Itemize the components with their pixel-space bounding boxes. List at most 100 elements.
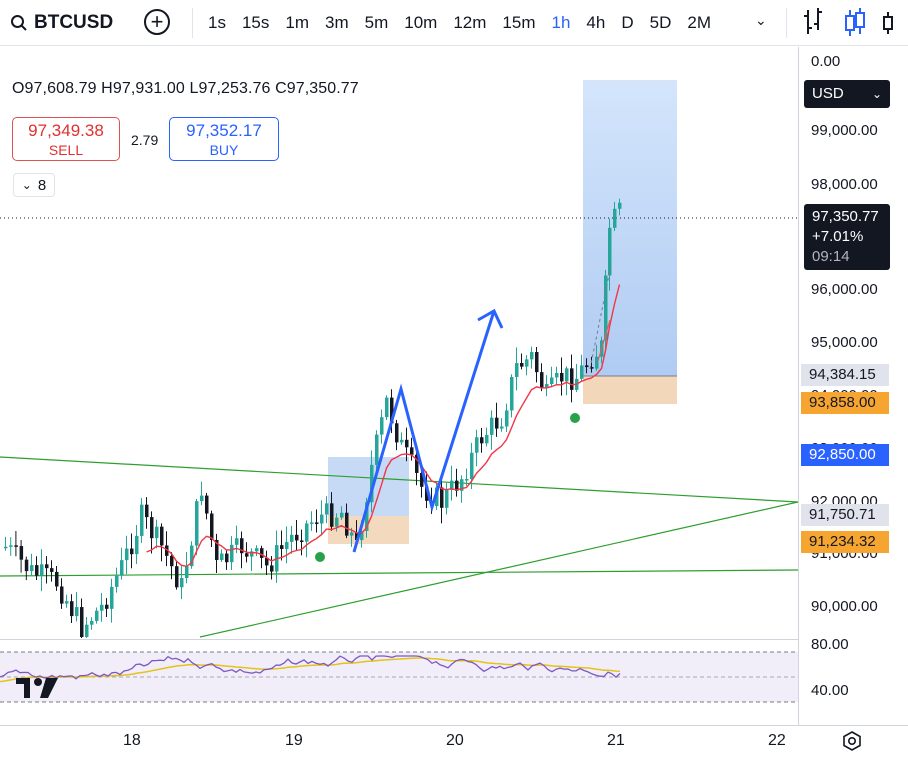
candle-body xyxy=(395,423,399,443)
candle-body xyxy=(550,377,554,385)
candlestick-icon[interactable] xyxy=(845,8,865,36)
rsi-line xyxy=(0,655,621,680)
candle-body xyxy=(160,526,164,546)
sell-button[interactable]: 97,349.38 SELL xyxy=(12,117,120,161)
rsi-pane[interactable] xyxy=(0,639,798,725)
interval-12m[interactable]: 12m xyxy=(453,13,487,32)
candle-body xyxy=(405,439,409,448)
candle-body xyxy=(19,546,24,560)
candle-body xyxy=(185,566,189,579)
currency-select[interactable]: USD ⌄ xyxy=(804,80,890,108)
candle-body xyxy=(200,495,204,502)
interval-5D[interactable]: 5D xyxy=(649,13,672,32)
candle-body xyxy=(280,545,284,549)
candle-body xyxy=(555,372,559,378)
price-axis[interactable]: 0.00 USD ⌄ 99,000.00 98,000.00 96,000.00… xyxy=(798,47,908,725)
candle-body xyxy=(490,417,494,435)
time-tick: 18 xyxy=(123,732,141,749)
candle-body xyxy=(320,514,324,524)
sell-label: SELL xyxy=(48,142,84,158)
candle-body xyxy=(580,365,584,379)
candle-body xyxy=(460,479,464,491)
interval-1s[interactable]: 1s xyxy=(208,13,226,32)
indicator-count: 8 xyxy=(37,176,47,194)
candle-body xyxy=(285,541,289,549)
candle-body xyxy=(105,604,109,609)
candle-body xyxy=(618,202,622,209)
horizontal-support-line[interactable] xyxy=(0,569,798,577)
price-axis-top-label: 0.00 xyxy=(811,53,841,70)
main-chart-pane[interactable]: O97,608.79 H97,931.00 L97,253.76 C97,350… xyxy=(0,47,798,638)
interval-5m[interactable]: 5m xyxy=(364,13,389,32)
candle-body xyxy=(425,486,429,501)
interval-3m[interactable]: 3m xyxy=(325,13,349,32)
trend-line-upper[interactable] xyxy=(0,456,798,503)
candle-body xyxy=(340,512,344,518)
blue-zigzag-drawing[interactable] xyxy=(352,310,496,553)
candle-body xyxy=(110,586,114,609)
candle-body xyxy=(480,437,484,444)
candle-body xyxy=(170,555,174,567)
interval-D[interactable]: D xyxy=(621,13,634,32)
gear-icon[interactable] xyxy=(841,730,863,757)
trend-line-rising[interactable] xyxy=(199,501,798,638)
rsi-tick: 80.00 xyxy=(811,636,849,653)
price-tick: 98,000.00 xyxy=(811,176,878,193)
top-toolbar: BTCUSD + 1s 15s 1m 3m 5m 10m 12m 15m 1h 4h D 5D 2M ⌄ xyxy=(0,0,908,46)
interval-1m[interactable]: 1m xyxy=(285,13,310,32)
time-tick: 19 xyxy=(285,732,303,749)
candle-body xyxy=(115,575,119,587)
interval-1h[interactable]: 1h xyxy=(551,13,571,32)
candle-body xyxy=(80,607,84,637)
interval-10m[interactable]: 10m xyxy=(404,13,438,32)
candle-body xyxy=(40,564,44,576)
chart-type-icon[interactable] xyxy=(883,12,893,34)
symbol-search[interactable]: BTCUSD xyxy=(10,10,113,36)
candle-body xyxy=(608,227,612,276)
candle-body xyxy=(290,534,294,542)
candle-body xyxy=(365,502,369,531)
last-price: 97,350.77 xyxy=(812,208,879,225)
candle-body xyxy=(350,532,354,536)
candle-body xyxy=(140,504,144,536)
buy-button[interactable]: 97,352.17 BUY xyxy=(169,117,279,161)
signal-dot xyxy=(315,552,325,562)
candle-body xyxy=(245,553,249,557)
chevron-down-icon[interactable]: ⌄ xyxy=(755,12,767,28)
plus-circle-icon: + xyxy=(150,9,164,34)
candle-body xyxy=(305,523,309,542)
interval-2M[interactable]: 2M xyxy=(687,13,711,32)
long-position-stop-zone[interactable] xyxy=(583,376,677,404)
candle-body xyxy=(190,545,194,567)
search-icon xyxy=(11,15,27,31)
bar-chart-icon[interactable] xyxy=(804,8,822,34)
last-change: +7.01% xyxy=(812,228,864,245)
candle-body xyxy=(495,417,499,429)
interval-15m[interactable]: 15m xyxy=(502,13,536,32)
candle-body xyxy=(515,363,519,378)
candle-body xyxy=(470,452,474,480)
candle-body xyxy=(455,480,459,491)
candle-body xyxy=(475,437,479,453)
candle-body xyxy=(235,538,239,545)
arrow-head xyxy=(477,308,504,329)
candle-body xyxy=(130,548,134,555)
candle-body xyxy=(485,434,489,444)
candle-body xyxy=(270,565,274,572)
compare-add-button[interactable]: + xyxy=(144,9,170,35)
interval-4h[interactable]: 4h xyxy=(586,13,606,32)
toolbar-divider xyxy=(786,8,787,38)
candle-body xyxy=(415,454,419,473)
candle-body xyxy=(385,397,389,418)
candle-body xyxy=(120,560,124,576)
chevron-down-icon: ⌄ xyxy=(21,178,32,192)
tradingview-logo[interactable] xyxy=(16,676,60,705)
candle-body xyxy=(400,439,404,443)
indicators-toggle[interactable]: ⌄ 8 xyxy=(13,173,55,197)
candle-body xyxy=(445,489,449,508)
time-axis[interactable]: 18 19 20 21 22 xyxy=(0,725,908,760)
candle-body xyxy=(95,610,99,621)
candle-body xyxy=(145,504,149,518)
price-tag-blue: 92,850.00 xyxy=(801,444,889,466)
interval-15s[interactable]: 15s xyxy=(241,13,270,32)
